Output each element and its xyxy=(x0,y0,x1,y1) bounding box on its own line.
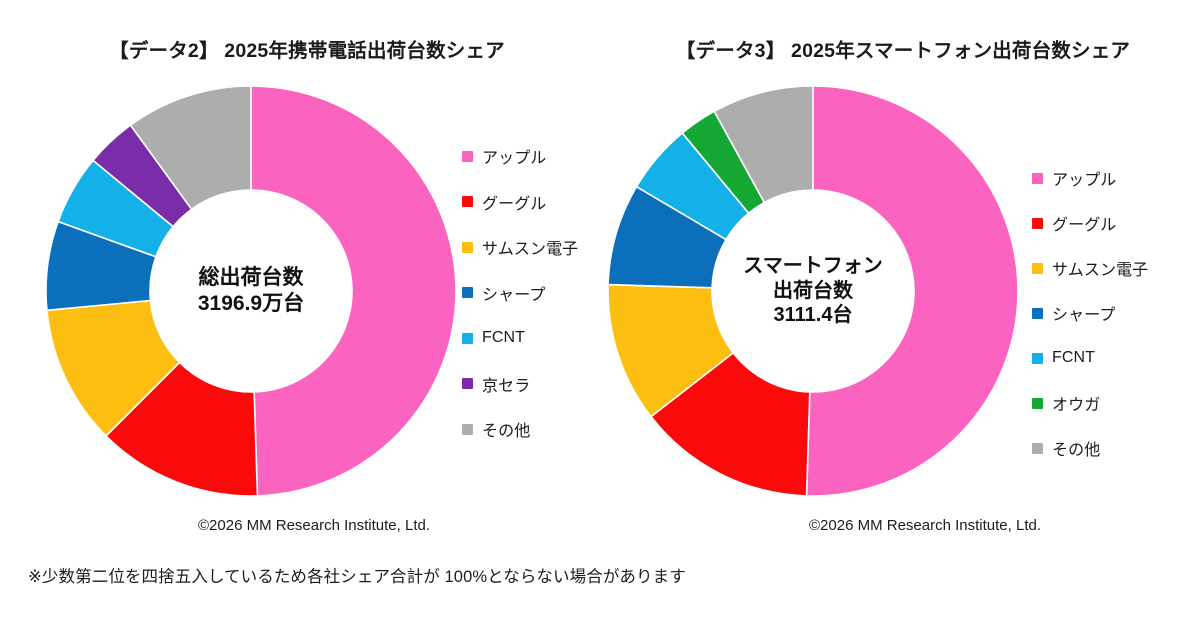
legend-item[interactable]: サムスン電子 xyxy=(462,237,579,258)
legend-color-swatch-icon xyxy=(1032,307,1043,319)
legend-item[interactable]: サムスン電子 xyxy=(1032,258,1149,279)
legend-color-swatch-icon xyxy=(462,287,473,298)
donut-chart-mobile-phones: 総出荷台数 3196.9万台 アップル グーグル サムスン電子 シャープ FCNT 京セラ… xyxy=(0,82,600,497)
legend-item-label: 京セラ xyxy=(482,377,531,395)
legend-color-swatch-icon xyxy=(1032,217,1043,229)
legend-color-swatch-icon xyxy=(462,332,473,344)
donut-chart-svg xyxy=(607,85,1019,497)
legend-item-label: オウガ xyxy=(1052,397,1101,414)
donut-slice[interactable] xyxy=(250,85,457,497)
donut-chart-svg xyxy=(45,85,457,497)
chart-legend: アップルグーグルサムスン電子 シャープ FCNT 京セラその他 xyxy=(462,146,579,440)
legend-item-label: グーグル xyxy=(482,195,547,213)
legend-item[interactable]: FCNT xyxy=(462,328,578,348)
chart-legend: アップルグーグルサムスン電子 シャープ FCNT オウガその他 xyxy=(1032,168,1149,459)
legend-color-swatch-icon xyxy=(462,196,473,207)
legend-item-label: FCNT xyxy=(482,329,526,346)
legend-item-label: アップル xyxy=(1052,172,1117,189)
legend-item[interactable]: その他 xyxy=(1032,438,1148,459)
legend-item[interactable]: その他 xyxy=(462,419,578,440)
copyright-notice: ©2026 MM Research Institute, Ltd. xyxy=(809,517,1041,534)
legend-color-swatch-icon xyxy=(462,150,473,162)
legend-item[interactable]: グーグル xyxy=(462,192,578,213)
donut-slice[interactable] xyxy=(104,361,259,497)
charts-container: 【データ2】 2025年携帯電話出荷台数シェア 総出荷台数 3196.9万台 ア… xyxy=(0,0,1200,548)
legend-item-label: シャープ xyxy=(1052,307,1116,324)
footnote-text: ※少数第二位を四捨五入しているため各社シェア合計が 100%とならない場合があり… xyxy=(28,568,686,586)
donut-chart-smartphones: スマートフォン 出荷台数 3111.4台 アップル グーグル サムスン電子 シャープ F… xyxy=(600,82,1200,497)
donut-svg-wrapper xyxy=(42,82,460,500)
legend-color-swatch-icon xyxy=(1032,442,1043,454)
chart-panel-data2: 【データ2】 2025年携帯電話出荷台数シェア 総出荷台数 3196.9万台 ア… xyxy=(0,0,600,548)
legend-color-swatch-icon xyxy=(1032,262,1043,274)
legend-item-label: グーグル xyxy=(1052,217,1117,234)
legend-item-label: サムスン電子 xyxy=(1052,262,1149,279)
legend-color-swatch-icon xyxy=(1032,397,1043,409)
donut-slice[interactable] xyxy=(129,85,252,211)
legend-item-label: その他 xyxy=(1052,442,1101,459)
copyright-notice: ©2026 MM Research Institute, Ltd. xyxy=(198,517,430,534)
legend-item[interactable]: 京セラ xyxy=(462,374,578,395)
legend-color-swatch-icon xyxy=(1032,172,1043,184)
page-title: 【データ2】 2025年携帯電話出荷台数シェア xyxy=(109,40,505,62)
legend-item-label: その他 xyxy=(482,423,531,440)
legend-item-label: シャープ xyxy=(482,286,546,304)
legend-color-swatch-icon xyxy=(1032,352,1043,364)
legend-item-label: アップル xyxy=(482,150,547,167)
donut-svg-wrapper xyxy=(604,82,1022,500)
legend-item[interactable]: シャープ xyxy=(462,283,578,304)
legend-item-label: FCNT xyxy=(1052,349,1096,366)
donut-slice[interactable] xyxy=(713,85,814,204)
legend-item-label: サムスン電子 xyxy=(482,241,579,258)
chart-panel-data3: 【データ3】 2025年スマートフォン出荷台数シェア スマートフォン 出荷台数 … xyxy=(600,0,1200,548)
legend-item[interactable]: FCNT xyxy=(1032,348,1148,368)
donut-slice[interactable] xyxy=(805,85,1019,497)
donut-slice[interactable] xyxy=(649,351,811,497)
page-title: 【データ3】 2025年スマートフォン出荷台数シェア xyxy=(675,40,1131,62)
legend-item[interactable]: シャープ xyxy=(1032,303,1148,324)
legend-color-swatch-icon xyxy=(462,423,473,435)
legend-item[interactable]: グーグル xyxy=(1032,213,1148,234)
legend-item[interactable]: アップル xyxy=(1032,168,1148,189)
legend-color-swatch-icon xyxy=(462,378,473,389)
legend-item[interactable]: アップル xyxy=(462,146,578,167)
legend-color-swatch-icon xyxy=(462,241,473,253)
legend-item[interactable]: オウガ xyxy=(1032,393,1148,414)
